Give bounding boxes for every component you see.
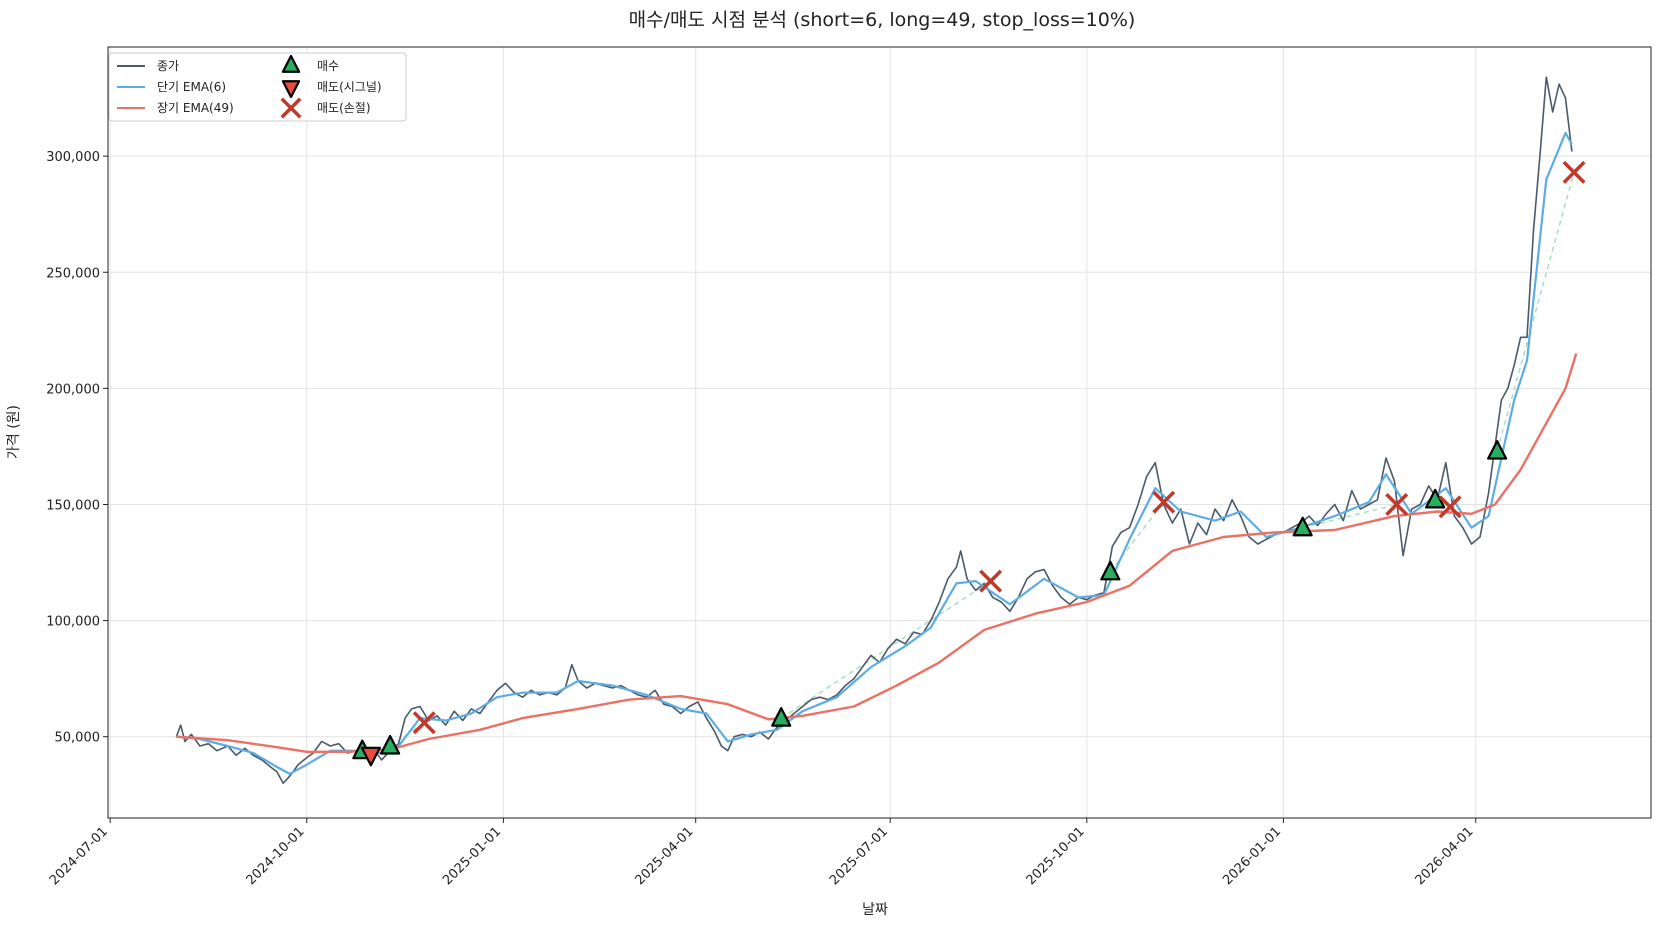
grid [108, 47, 1651, 818]
x-tick-label: 2025-10-01 [1024, 824, 1088, 888]
chart-title: 매수/매도 시점 분석 (short=6, long=49, stop_loss… [629, 9, 1136, 31]
x-tick-label: 2024-07-01 [47, 824, 111, 888]
legend-label: 매도(손절) [317, 101, 371, 115]
buy-marker [1487, 439, 1508, 460]
legend-box [108, 52, 407, 122]
stop-loss-marker [1152, 490, 1176, 514]
trade-link-line [1302, 503, 1397, 529]
legend-item: 매도(시그널) [281, 80, 382, 99]
legend-swatch [280, 97, 302, 119]
legend-item: 단기 EMA(6) [117, 80, 226, 94]
stop-loss-marker [1562, 160, 1586, 184]
signal-markers [352, 160, 1586, 767]
x-tick-label: 2026-01-01 [1220, 824, 1284, 888]
trade-link-line [1496, 172, 1575, 452]
legend-item: 매수 [281, 54, 339, 73]
x-tick-label: 2025-01-01 [440, 824, 504, 888]
legend-item: 종가 [117, 59, 179, 73]
y-axis-ticks: 50,000 100,000 150,000 200,000 250,000 300,00… [46, 150, 108, 746]
legend-label: 단기 EMA(6) [157, 80, 226, 94]
buy-marker [379, 734, 401, 755]
y-tick-label: 150,000 [46, 498, 100, 513]
legend-label: 종가 [157, 59, 179, 73]
trade-link-line [780, 580, 992, 719]
sell-signal-marker [360, 746, 381, 767]
legend-label: 장기 EMA(49) [157, 101, 234, 115]
trade-link-line [1109, 501, 1165, 573]
x-axis-label: 날짜 [862, 902, 888, 918]
y-axis-label: 가격 (원) [6, 405, 22, 459]
series-line-2 [176, 353, 1578, 753]
buy-marker [771, 707, 792, 727]
plot-frame [107, 46, 1652, 819]
y-tick-label: 100,000 [46, 615, 100, 630]
y-tick-label: 300,000 [46, 150, 100, 165]
series-lines [175, 76, 1578, 785]
legend-label: 매도(시그널) [317, 80, 382, 94]
y-tick-label: 250,000 [46, 266, 100, 281]
stop-loss-marker [979, 569, 1003, 593]
buy-marker [1292, 516, 1313, 537]
series-line-0 [175, 76, 1573, 785]
x-tick-label: 2024-10-01 [244, 824, 308, 888]
legend-item: 매도(손절) [280, 97, 371, 119]
y-tick-label: 200,000 [46, 382, 100, 397]
legend-label: 매수 [317, 59, 339, 73]
buy-marker [1100, 560, 1121, 581]
legend-swatch [281, 54, 301, 73]
trade-links [389, 172, 1575, 747]
y-tick-label: 50,000 [55, 731, 101, 746]
legend-item: 장기 EMA(49) [117, 101, 234, 115]
x-tick-label: 2026-04-01 [1413, 824, 1477, 888]
x-tick-label: 2025-07-01 [827, 824, 891, 888]
legend-swatch [281, 80, 301, 99]
x-tick-label: 2025-04-01 [632, 824, 696, 888]
stop-loss-marker [1438, 495, 1462, 519]
x-axis-ticks: 2024-07-01 2024-10-01 2025-01-01 2025-04-01… [47, 818, 1477, 888]
series-line-1 [176, 131, 1573, 776]
stop-loss-marker [1385, 493, 1409, 516]
stop-loss-marker [412, 711, 436, 735]
